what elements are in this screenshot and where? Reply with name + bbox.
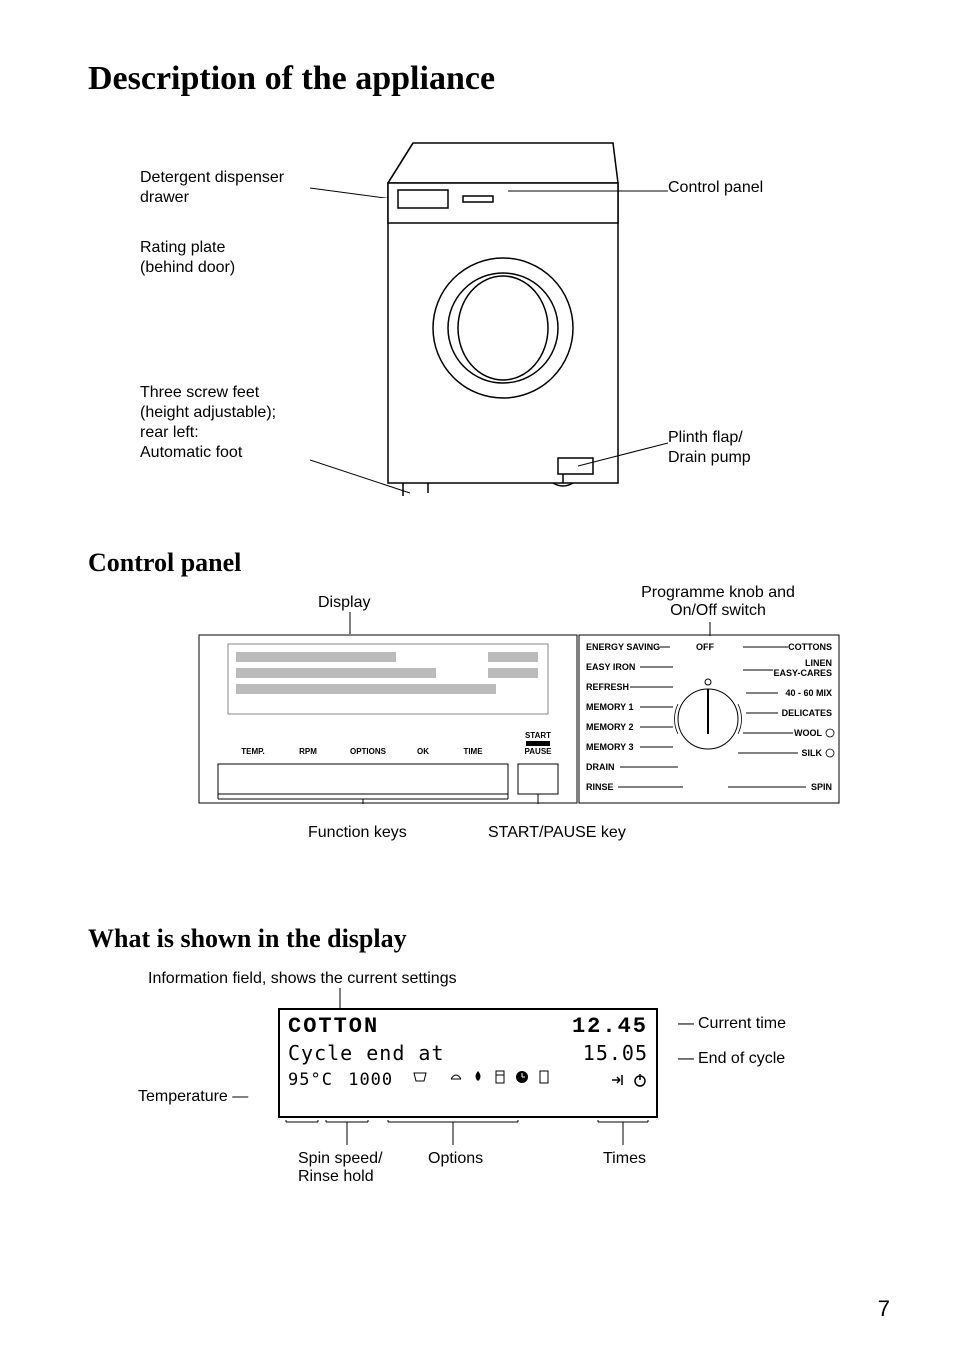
callout-detergent: Detergent dispenser drawer <box>140 168 310 208</box>
knob-wool: WOOL <box>794 728 822 738</box>
lcd-screen: COTTON 12.45 Cycle end at 15.05 95°C 100… <box>278 1008 658 1118</box>
knob-cottons: COTTONS <box>788 642 832 652</box>
lcd-rpm: 1000 <box>348 1070 393 1090</box>
lcd-temp: 95°C <box>288 1070 333 1090</box>
callout-times: Times <box>603 1150 646 1168</box>
btn-ok: OK <box>417 747 429 756</box>
basin-icon <box>412 1069 428 1085</box>
label-display: Display <box>318 594 370 612</box>
display-subhead: Information field, shows the current set… <box>148 970 457 988</box>
btn-rpm: RPM <box>299 747 317 756</box>
callout-plinth: Plinth flap/ Drain pump <box>668 428 751 468</box>
page-title: Description of the appliance <box>88 60 894 98</box>
label-function-keys: Function keys <box>308 824 407 842</box>
callout-spin: Spin speed/ Rinse hold <box>298 1150 383 1186</box>
appliance-figure: Detergent dispenser drawer Rating plate … <box>88 128 894 518</box>
knob-refresh: REFRESH <box>586 682 629 692</box>
knob-off: OFF <box>696 642 714 652</box>
knob-memory3: MEMORY 3 <box>586 742 634 752</box>
knob-easy-iron: EASY IRON <box>586 662 635 672</box>
label-start-pause: START/PAUSE key <box>488 824 626 842</box>
knob-delicates: DELICATES <box>782 708 832 718</box>
label-programme-knob: Programme knob and On/Off switch <box>608 584 828 620</box>
page-number: 7 <box>878 1296 890 1322</box>
btn-options: OPTIONS <box>350 747 387 756</box>
callout-control-panel: Control panel <box>668 178 763 198</box>
callout-current-time: —Current time <box>678 1015 786 1033</box>
display-figure: Information field, shows the current set… <box>88 970 894 1230</box>
knob-memory1: MEMORY 1 <box>586 702 634 712</box>
callout-rating-plate: Rating plate (behind door) <box>140 238 310 278</box>
knob-silk: SILK <box>801 748 822 758</box>
arrow-icon <box>610 1072 626 1088</box>
water-icon <box>448 1069 464 1085</box>
power-icon <box>632 1072 648 1088</box>
sheet-icon <box>536 1069 552 1085</box>
control-panel-figure: Display Programme knob and On/Off switch… <box>88 594 894 894</box>
knob-spin: SPIN <box>811 782 832 792</box>
callout-feet: Three screw feet (height adjustable); re… <box>140 383 310 463</box>
knob-energy-saving: ENERGY SAVING <box>586 642 660 652</box>
btn-start: START <box>525 731 551 740</box>
clock-icon <box>514 1069 530 1085</box>
control-panel-heading: Control panel <box>88 548 894 578</box>
btn-pause: PAUSE <box>525 747 553 756</box>
display-heading: What is shown in the display <box>88 924 894 954</box>
drop-icon <box>470 1069 486 1085</box>
control-left-panel: TEMP. RPM OPTIONS OK TIME START PAUSE <box>198 634 578 804</box>
knob-drain: DRAIN <box>586 762 615 772</box>
lcd-program: COTTON <box>288 1014 379 1039</box>
lcd-end-time: 15.05 <box>583 1041 648 1065</box>
control-knob-panel: ENERGY SAVING EASY IRON REFRESH MEMORY 1… <box>578 634 848 804</box>
rinse-icon <box>492 1069 508 1085</box>
knob-rinse: RINSE <box>586 782 614 792</box>
knob-linen2: EASY-CARES <box>773 668 832 678</box>
knob-linen1: LINEN <box>805 658 832 668</box>
knob-mix: 40 - 60 MIX <box>785 688 832 698</box>
lcd-status: Cycle end at <box>288 1041 445 1065</box>
btn-temp: TEMP. <box>241 747 264 756</box>
btn-time: TIME <box>463 747 483 756</box>
knob-memory2: MEMORY 2 <box>586 722 634 732</box>
callout-temperature: Temperature — <box>138 1088 248 1106</box>
callout-options: Options <box>428 1150 483 1168</box>
callout-end-of-cycle: —End of cycle <box>678 1050 785 1068</box>
lcd-current-time: 12.45 <box>572 1014 648 1039</box>
